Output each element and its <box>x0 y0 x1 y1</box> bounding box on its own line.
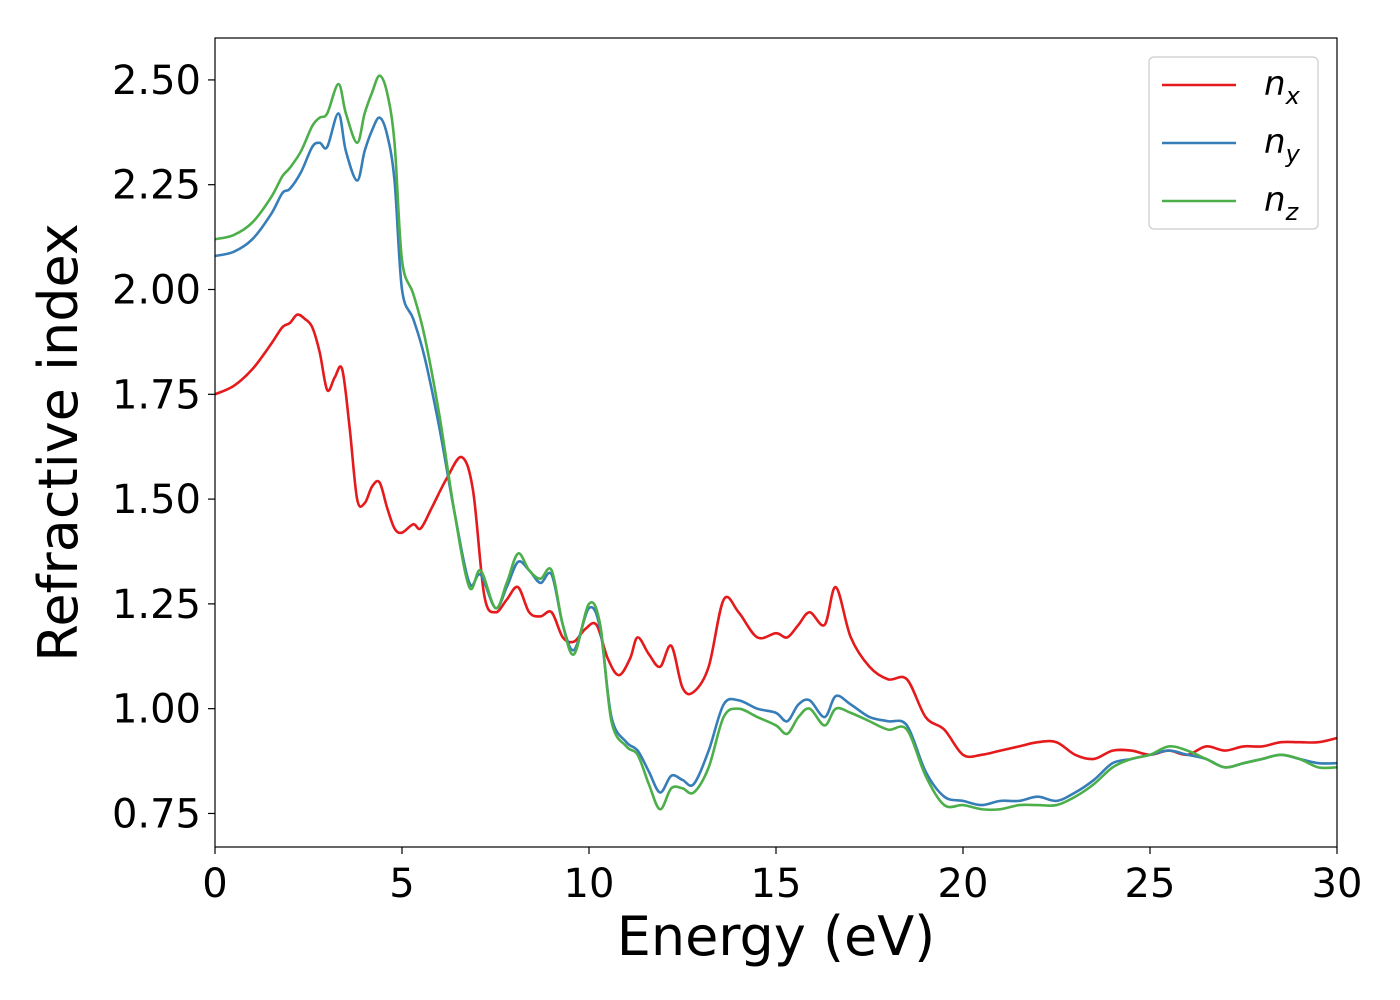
y-tick-label: 2.00 <box>112 268 201 314</box>
series-line-n-z <box>214 74 1338 812</box>
y-tick-label: 1.00 <box>112 687 201 733</box>
x-tick-label: 30 <box>1312 861 1363 907</box>
x-tick-label: 25 <box>1125 861 1176 907</box>
y-axis-label: Refractive index <box>27 223 90 662</box>
y-tick-label: 1.50 <box>112 477 201 523</box>
legend: nx ny nz <box>1148 56 1319 230</box>
y-tick-label: 2.50 <box>112 58 201 104</box>
series-line-n-x <box>214 313 1338 761</box>
ticks-layer: 0 5 10 15 20 25 30 0.75 1.00 1.25 1.50 1.75 2.00 2.25… <box>112 58 1363 907</box>
x-tick-label: 5 <box>389 861 414 907</box>
y-tick-label: 2.25 <box>112 163 201 209</box>
series-layer <box>214 74 1338 812</box>
legend-label-n-z: nz <box>1264 180 1300 226</box>
legend-label-n-x: nx <box>1264 64 1301 110</box>
x-tick-label: 10 <box>564 861 615 907</box>
legend-label-n-y: ny <box>1264 122 1301 168</box>
series-line-n-y <box>214 112 1338 807</box>
x-axis-label: Energy (eV) <box>617 905 936 968</box>
x-tick-label: 15 <box>751 861 802 907</box>
y-tick-label: 1.25 <box>112 582 201 628</box>
y-tick-label: 0.75 <box>112 791 201 837</box>
x-tick-label: 20 <box>938 861 989 907</box>
x-tick-label: 0 <box>202 861 227 907</box>
y-tick-label: 1.75 <box>112 372 201 418</box>
